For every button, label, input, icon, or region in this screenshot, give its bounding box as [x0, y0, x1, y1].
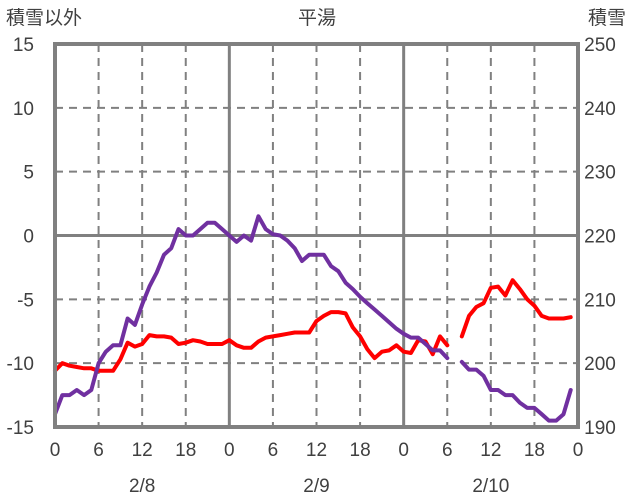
gridlines — [55, 44, 578, 427]
left-tick-label: -10 — [7, 354, 34, 375]
x-tick-label: 0 — [573, 440, 584, 461]
x-tick-label: 6 — [442, 440, 453, 461]
series-line-other — [53, 310, 450, 373]
left-tick-label: 15 — [13, 35, 34, 56]
x-tick-label: 18 — [524, 440, 545, 461]
series-line-other — [459, 278, 573, 339]
series-line-snow — [459, 359, 573, 423]
x-tick-label: 6 — [93, 440, 104, 461]
chart-title: 平湯 — [298, 7, 336, 29]
right-axis-title: 積雪 — [588, 7, 626, 29]
plot-frame — [53, 42, 580, 429]
right-tick-label: 250 — [584, 35, 616, 56]
left-tick-label: 0 — [23, 227, 34, 248]
left-tick-label: -15 — [7, 418, 34, 439]
right-tick-label: 240 — [584, 99, 616, 120]
left-axis-title: 積雪以外 — [6, 7, 82, 29]
date-label: 2/10 — [472, 476, 509, 497]
left-tick-label: -5 — [17, 290, 34, 311]
x-tick-label: 18 — [175, 440, 196, 461]
x-tick-label: 12 — [306, 440, 327, 461]
right-tick-label: 190 — [584, 418, 616, 439]
series-line-snow — [53, 214, 450, 417]
x-tick-label: 0 — [50, 440, 61, 461]
x-tick-label: 12 — [480, 440, 501, 461]
left-tick-label: 10 — [13, 99, 34, 120]
x-tick-label: 0 — [224, 440, 235, 461]
right-tick-label: 220 — [584, 227, 616, 248]
right-tick-label: 210 — [584, 290, 616, 311]
left-tick-label: 5 — [23, 163, 34, 184]
x-tick-label: 6 — [268, 440, 279, 461]
right-tick-label: 230 — [584, 163, 616, 184]
date-label: 2/8 — [129, 476, 155, 497]
x-tick-label: 0 — [398, 440, 409, 461]
x-tick-label: 18 — [350, 440, 371, 461]
x-tick-label: 12 — [132, 440, 153, 461]
right-tick-label: 200 — [584, 354, 616, 375]
date-label: 2/9 — [303, 476, 329, 497]
series-lines — [53, 214, 573, 423]
